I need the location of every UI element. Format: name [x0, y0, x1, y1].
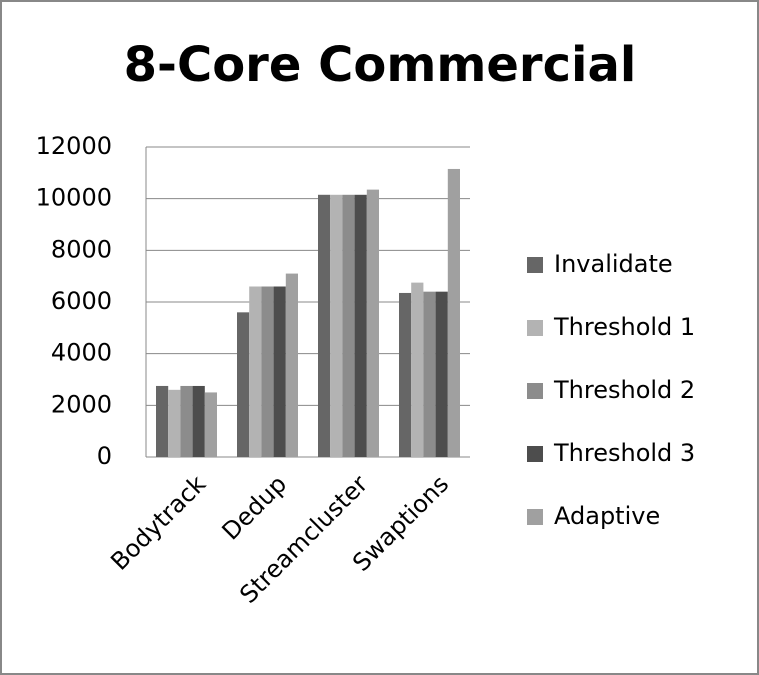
y-tick-label: 4000 — [51, 339, 112, 367]
bar — [354, 194, 367, 457]
bar — [435, 291, 448, 457]
y-tick-label: 12000 — [36, 132, 112, 160]
legend-label: Threshold 2 — [553, 376, 695, 404]
bar — [273, 286, 286, 457]
legend-label: Threshold 1 — [553, 313, 695, 341]
bar — [399, 292, 412, 457]
bar — [447, 168, 460, 458]
bar — [318, 194, 331, 457]
bar — [204, 392, 217, 457]
legend-swatch — [527, 257, 543, 273]
legend-label: Threshold 3 — [553, 439, 695, 467]
bar — [285, 273, 298, 457]
bar — [249, 286, 262, 457]
chart-title: 8-Core Commercial — [124, 37, 637, 93]
legend-label: Adaptive — [554, 502, 660, 530]
bar — [366, 189, 379, 457]
bar — [156, 385, 169, 457]
bar — [411, 282, 424, 457]
y-tick-label: 0 — [97, 442, 112, 470]
bar — [423, 291, 436, 457]
bar — [261, 286, 274, 457]
legend-label: Invalidate — [554, 250, 673, 278]
bar — [330, 194, 343, 457]
legend-swatch — [527, 446, 543, 462]
bar — [168, 389, 181, 457]
bar — [180, 385, 193, 457]
y-tick-label: 6000 — [51, 287, 112, 315]
y-tick-label: 2000 — [51, 390, 112, 418]
bar — [237, 312, 250, 457]
bar — [192, 385, 205, 457]
y-tick-label: 8000 — [51, 235, 112, 263]
legend-swatch — [527, 320, 543, 336]
y-tick-label: 10000 — [36, 184, 112, 212]
legend-swatch — [527, 509, 543, 525]
bar — [342, 194, 355, 457]
legend-swatch — [527, 383, 543, 399]
